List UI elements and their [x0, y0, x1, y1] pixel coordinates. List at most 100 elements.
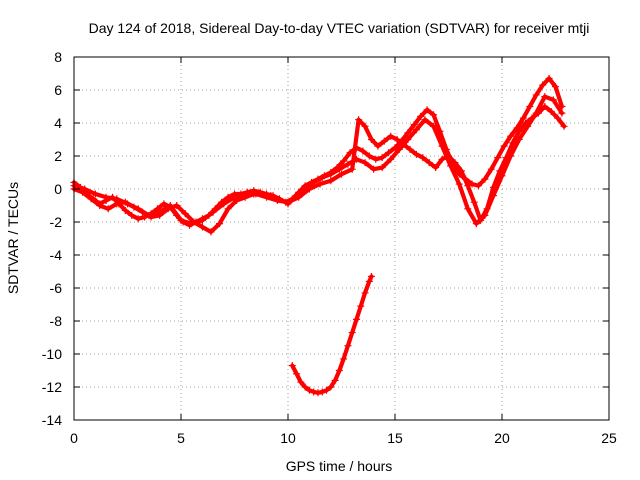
data-point-marker: [547, 107, 555, 115]
data-point-marker: [241, 192, 249, 200]
data-series-3: [70, 103, 568, 228]
data-point-marker: [310, 388, 318, 396]
y-tick-label: -2: [50, 214, 63, 230]
data-point-marker: [545, 74, 553, 82]
data-point-marker: [549, 96, 557, 104]
data-point-marker: [509, 139, 517, 147]
data-point-marker: [387, 155, 395, 163]
data-point-marker: [487, 165, 495, 173]
data-point-marker: [387, 132, 395, 140]
data-point-marker: [455, 180, 463, 188]
y-tick-label: 8: [54, 49, 62, 65]
series-line: [71, 104, 567, 226]
y-tick-label: -12: [42, 379, 62, 395]
data-point-marker: [541, 103, 549, 110]
data-point-marker: [370, 165, 378, 173]
data-point-marker: [483, 205, 491, 213]
data-point-marker: [438, 155, 446, 163]
data-point-marker: [207, 228, 215, 236]
x-tick-label: 10: [280, 430, 296, 446]
data-point-marker: [496, 167, 504, 175]
data-point-marker: [224, 205, 232, 213]
data-point-marker: [464, 182, 472, 190]
data-point-marker: [404, 129, 412, 137]
data-point-marker: [515, 127, 523, 135]
data-point-marker: [160, 200, 168, 208]
data-point-marker: [451, 159, 459, 167]
x-tick-label: 25: [601, 430, 617, 446]
y-tick-label: -6: [50, 280, 63, 296]
data-point-marker: [87, 195, 95, 203]
data-point-marker: [385, 149, 393, 157]
data-point-marker: [372, 155, 380, 163]
plot-frame: [73, 56, 610, 421]
data-point-marker: [263, 193, 271, 201]
data-point-marker: [305, 386, 313, 394]
data-point-marker: [528, 114, 536, 122]
data-point-marker: [295, 193, 303, 201]
data-point-marker: [273, 197, 281, 205]
chart-title: Day 124 of 2018, Sidereal Day-to-day VTE…: [89, 20, 590, 36]
data-series: [70, 74, 568, 397]
data-point-marker: [145, 211, 153, 219]
data-point-marker: [367, 136, 375, 143]
data-point-marker: [472, 220, 480, 228]
data-point-marker: [181, 210, 189, 218]
data-point-marker: [340, 157, 348, 165]
data-point-marker: [134, 215, 142, 223]
data-point-marker: [522, 119, 530, 127]
data-point-marker: [393, 136, 401, 143]
data-point-marker: [410, 121, 418, 129]
data-point-marker: [128, 211, 136, 219]
data-point-marker: [421, 116, 429, 124]
y-tick-label: -10: [42, 346, 62, 362]
grid: [74, 57, 609, 420]
data-point-marker: [367, 272, 375, 280]
data-point-marker: [344, 342, 352, 350]
data-point-marker: [539, 81, 547, 89]
data-point-marker: [327, 170, 335, 178]
y-tick-label: 4: [54, 115, 62, 131]
data-point-marker: [288, 362, 296, 370]
data-point-marker: [378, 164, 386, 172]
data-point-marker: [447, 162, 455, 170]
data-point-marker: [365, 277, 373, 285]
data-point-marker: [209, 208, 217, 216]
data-point-marker: [502, 154, 510, 162]
data-point-marker: [430, 122, 438, 130]
data-point-marker: [323, 386, 331, 394]
data-point-marker: [96, 202, 104, 209]
data-point-marker: [406, 145, 414, 153]
data-point-marker: [489, 183, 497, 191]
x-tick-label: 5: [177, 430, 185, 446]
data-point-marker: [340, 355, 348, 363]
data-point-marker: [361, 122, 369, 130]
data-point-marker: [220, 200, 228, 208]
data-point-marker: [301, 383, 309, 391]
data-point-marker: [541, 93, 549, 101]
data-point-marker: [166, 202, 174, 209]
data-point-marker: [355, 116, 363, 124]
data-point-marker: [198, 216, 206, 224]
data-point-marker: [81, 185, 89, 193]
data-point-marker: [359, 147, 367, 155]
data-point-marker: [507, 132, 515, 140]
y-tick-label: -14: [42, 412, 62, 428]
data-point-marker: [252, 190, 260, 198]
data-point-marker: [352, 315, 360, 323]
data-point-marker: [519, 114, 527, 122]
data-point-marker: [526, 103, 534, 110]
data-point-marker: [361, 159, 369, 167]
data-point-marker: [327, 383, 335, 391]
y-tick-label: 2: [54, 148, 62, 164]
data-point-marker: [297, 378, 305, 386]
data-point-marker: [348, 329, 356, 337]
data-point-marker: [188, 220, 196, 228]
data-point-marker: [365, 152, 373, 160]
data-point-marker: [361, 289, 369, 297]
data-point-marker: [318, 388, 326, 396]
data-point-marker: [423, 106, 431, 114]
x-tick-label: 0: [70, 430, 78, 446]
